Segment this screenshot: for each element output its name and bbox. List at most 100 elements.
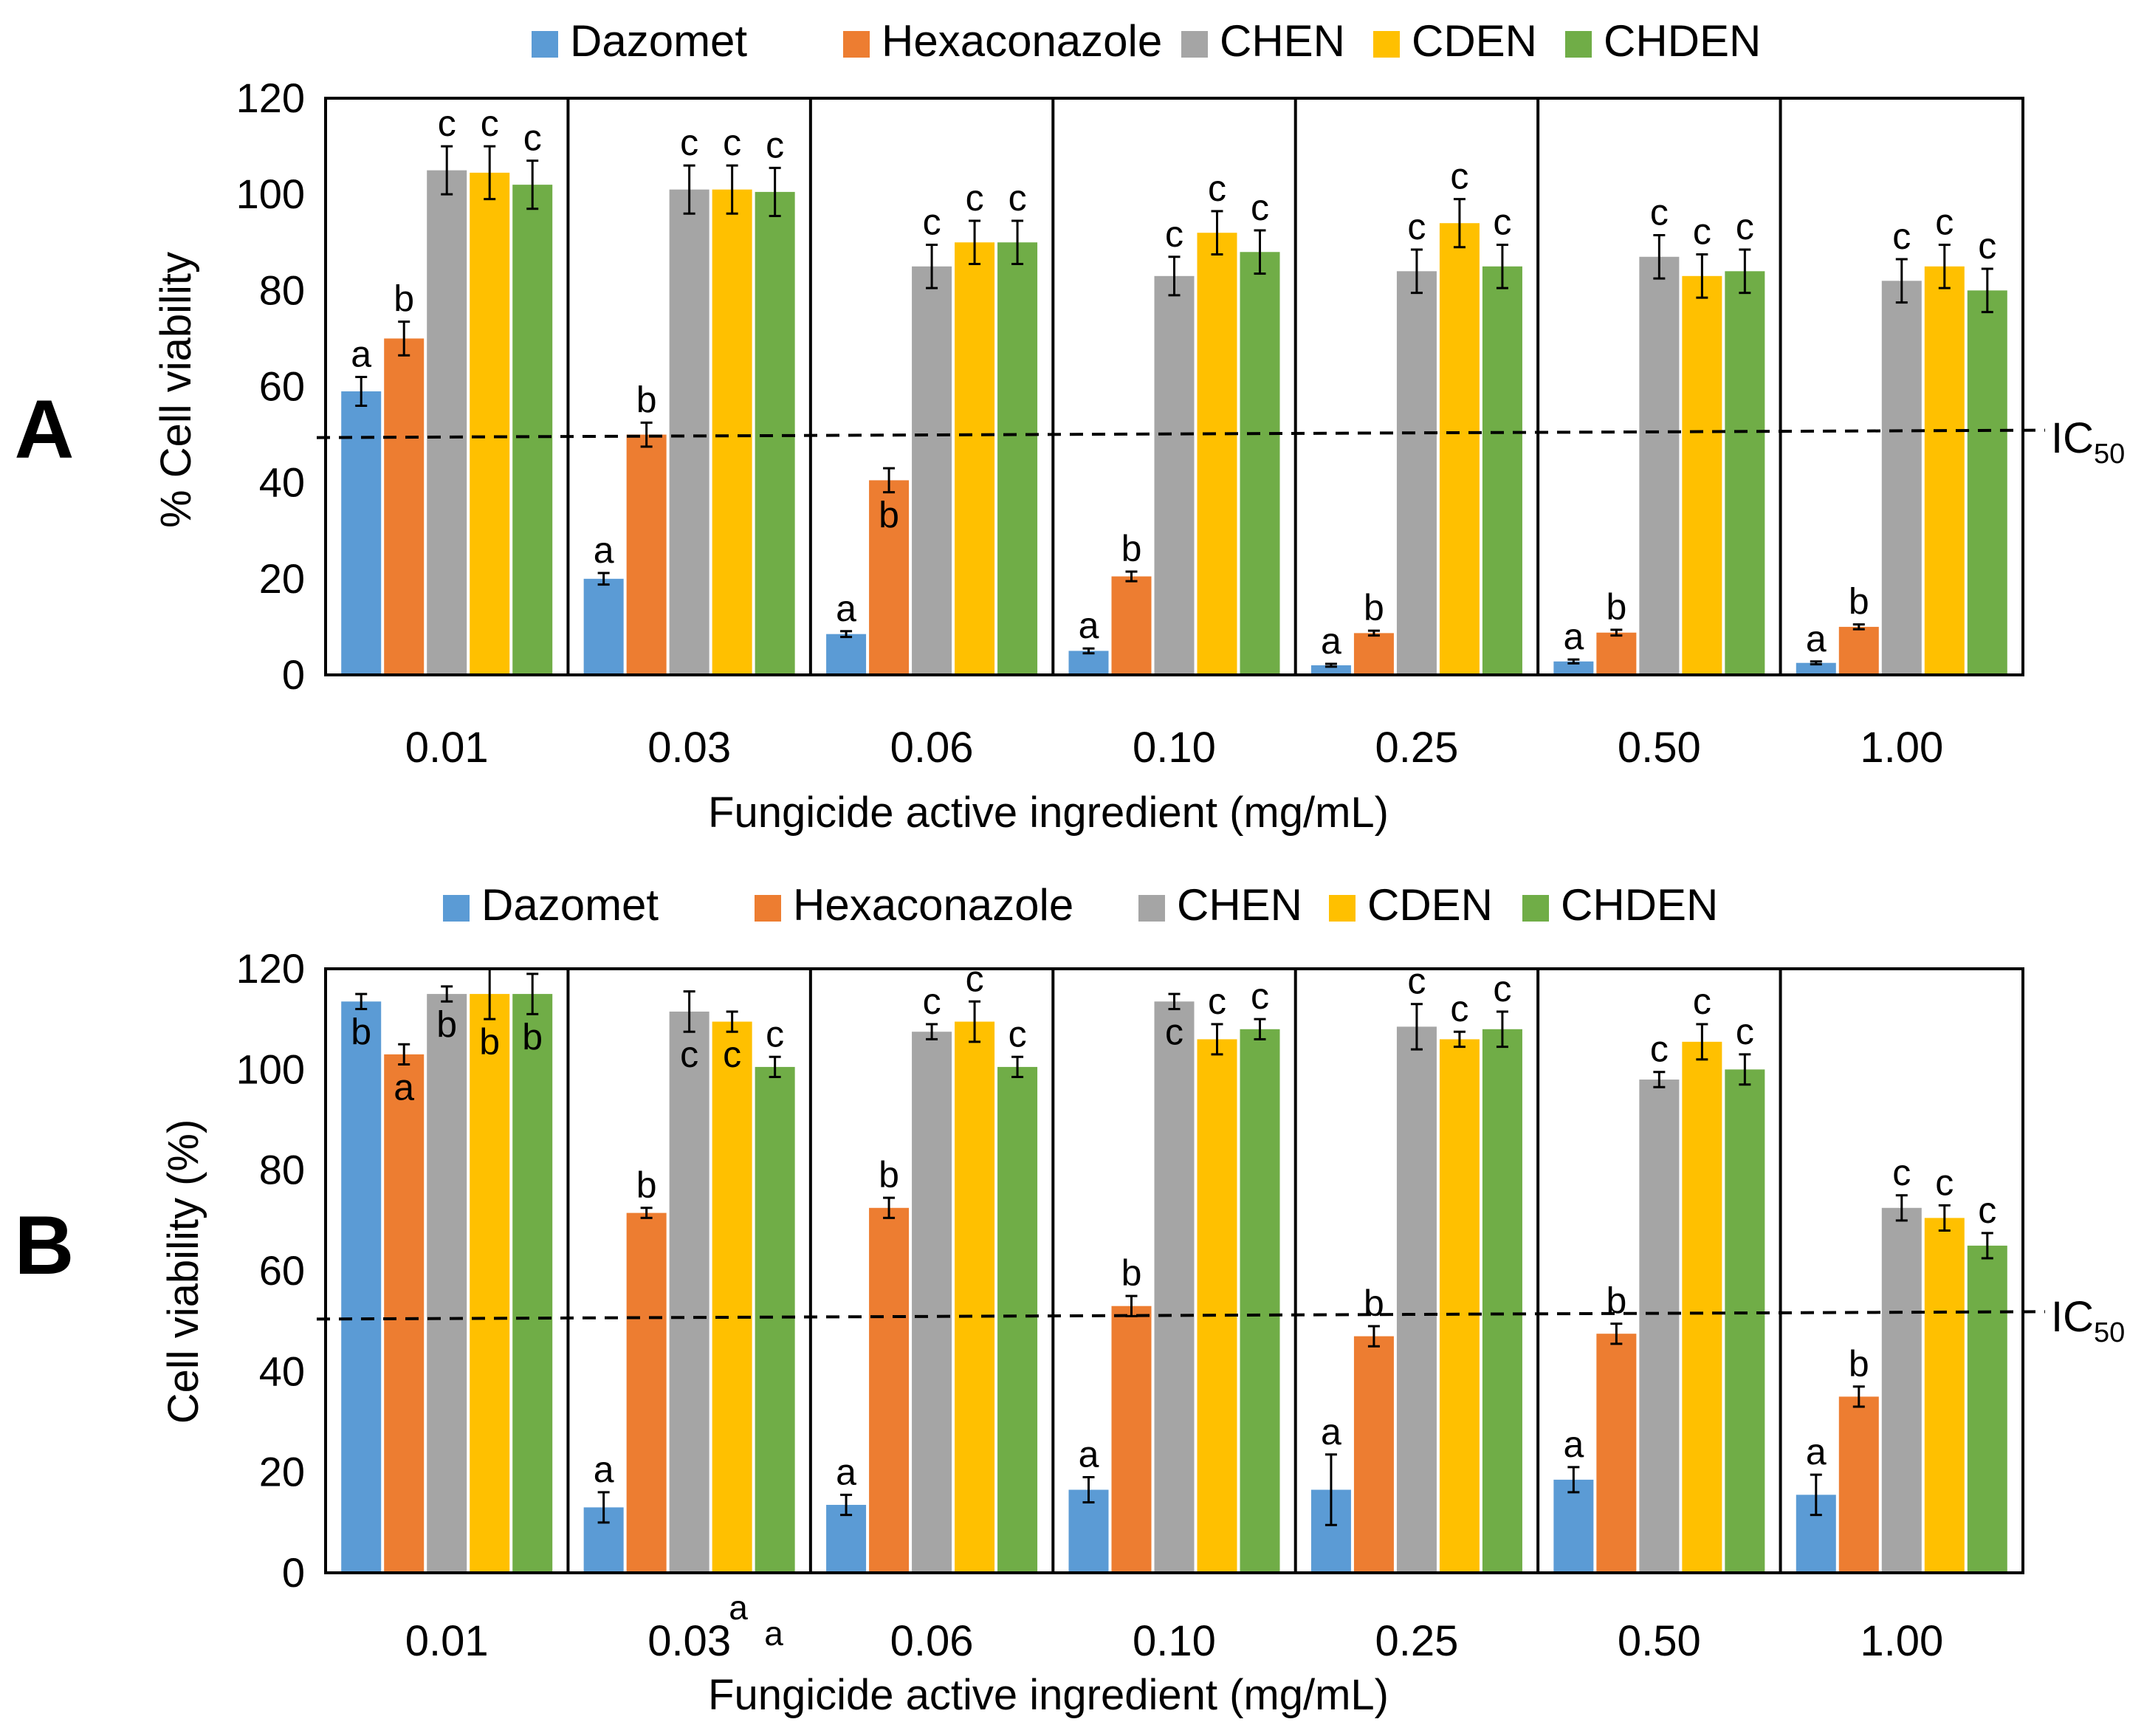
significance-letter: c [1493, 968, 1511, 1009]
error-bar [1324, 1453, 1337, 1526]
legend-swatch [1329, 895, 1356, 922]
error-bar [969, 1000, 981, 1043]
significance-letter: c [923, 202, 941, 243]
error-bar [726, 164, 738, 215]
ic50-label-a: IC50 [2051, 414, 2125, 470]
error-bar [1981, 267, 1993, 314]
significance-letter: b [1849, 581, 1869, 622]
legend-swatch [1373, 31, 1400, 58]
error-bar [1567, 1466, 1580, 1494]
bar-chen-0.50 [1639, 1079, 1680, 1573]
bar-chen-0.01 [427, 170, 467, 675]
legend-label: Dazomet [570, 16, 747, 66]
bar-cden-1.00 [1924, 1218, 1965, 1573]
error-bar [441, 985, 453, 1003]
significance-letter: c [1450, 988, 1468, 1029]
significance-letter: a [1079, 1433, 1099, 1475]
bar-chden-0.03 [755, 191, 795, 676]
bar-cden-1.00 [1924, 266, 1965, 676]
x-tick-label: 0.10 [1133, 1617, 1216, 1665]
error-bar [1082, 1475, 1095, 1504]
bar-dazomet-0.06 [826, 1504, 867, 1573]
bar-cden-0.01 [470, 994, 510, 1573]
y-axis-title-b: Cell viability (%) [159, 1119, 207, 1424]
legend-swatch [1138, 895, 1165, 922]
legend-label: CDEN [1412, 16, 1537, 66]
significance-letter: c [1892, 1152, 1911, 1193]
legend-swatch [843, 31, 870, 58]
y-tick-label: 80 [259, 267, 305, 313]
panel-a: Dazomet Hexaconazole CHEN CDEN CHDEN A % Cel… [15, 16, 2126, 837]
legend-label: Hexaconazole [882, 16, 1162, 66]
significance-letter: c [1935, 1162, 1954, 1203]
error-bar [441, 145, 453, 196]
plot-border [324, 97, 2024, 676]
legend-item-chden: CHDEN [1522, 880, 1718, 930]
error-bar [1410, 248, 1423, 295]
legend-item-dazomet: Dazomet [532, 16, 747, 66]
error-bar [1610, 1322, 1623, 1345]
error-bar [926, 244, 938, 289]
significance-letter: b [1849, 1343, 1869, 1385]
legend-item-hexaconazole: Hexaconazole [755, 880, 1073, 930]
legend-item-chen: CHEN [1138, 880, 1302, 930]
y-ticks-b: 0 20 40 60 80 100 120 [236, 945, 305, 1596]
bar-chen-0.10 [1154, 1001, 1195, 1573]
x-tick-label: 0.03 [647, 724, 731, 772]
y-tick-label: 20 [259, 1449, 305, 1495]
bar-hexaconazole-0.01 [384, 1054, 425, 1573]
significance-letter: c [1165, 1012, 1183, 1053]
error-bar [1168, 255, 1181, 297]
significance-letter: c [1736, 1011, 1754, 1052]
error-bar [726, 1010, 738, 1033]
bar-hexaconazole-0.10 [1111, 576, 1152, 675]
bar-hexaconazole-1.00 [1838, 626, 1879, 675]
bar-chden-0.50 [1725, 1069, 1765, 1573]
bar-chen-0.25 [1396, 1026, 1437, 1573]
error-bar [1254, 1018, 1266, 1040]
bar-chden-0.06 [997, 1066, 1038, 1573]
error-bar [1895, 258, 1908, 304]
ic50-dashed-line [316, 1310, 2046, 1321]
significance-letter: c [1407, 206, 1426, 247]
legend-swatch [1522, 895, 1549, 922]
bar-cden-0.10 [1197, 233, 1237, 675]
error-bar [1011, 1055, 1024, 1079]
bar-cden-0.50 [1682, 275, 1722, 675]
significance-letter: c [966, 958, 984, 999]
legend-item-chen: CHEN [1181, 16, 1345, 66]
significance-letter: c [438, 103, 456, 144]
error-bar [883, 1196, 896, 1219]
significance-letter: c [1009, 1013, 1027, 1054]
bar-hexaconazole-0.25 [1353, 1336, 1394, 1573]
error-bar [1696, 1023, 1708, 1061]
significance-letter: c [481, 103, 499, 144]
bar-dazomet-0.25 [1310, 665, 1351, 675]
error-bar [1739, 1053, 1751, 1086]
significance-letter: c [1009, 177, 1027, 219]
legend-b: Dazomet Hexaconazole CHEN CDEN CHDEN [443, 880, 1718, 930]
error-bar [1211, 210, 1223, 256]
significance-letter: b [879, 1154, 899, 1195]
ic50-line-a [316, 428, 2046, 439]
y-tick-label: 20 [259, 555, 305, 602]
significance-letter: c [1450, 156, 1468, 197]
significance-letter: b [351, 1012, 371, 1053]
error-bar [355, 992, 368, 1011]
significance-letter: c [1935, 202, 1954, 243]
bar-cden-0.25 [1439, 1039, 1480, 1573]
error-bar [1496, 1010, 1508, 1049]
bar-hexaconazole-0.06 [869, 1207, 910, 1573]
significance-letter: b [636, 379, 657, 420]
legend-label: Dazomet [481, 880, 659, 930]
error-bar [1367, 629, 1380, 637]
bar-dazomet-0.10 [1068, 651, 1109, 675]
bar-chden-0.10 [1240, 252, 1280, 675]
error-bar [769, 166, 781, 217]
significance-letter: a [1321, 620, 1341, 662]
x-tick-label: 0.10 [1133, 724, 1216, 772]
significance-letter: c [1208, 168, 1226, 209]
bar-chen-0.03 [669, 1011, 709, 1573]
x-tick-label: 0.06 [890, 1617, 974, 1665]
significance-letter: b [1364, 587, 1384, 628]
